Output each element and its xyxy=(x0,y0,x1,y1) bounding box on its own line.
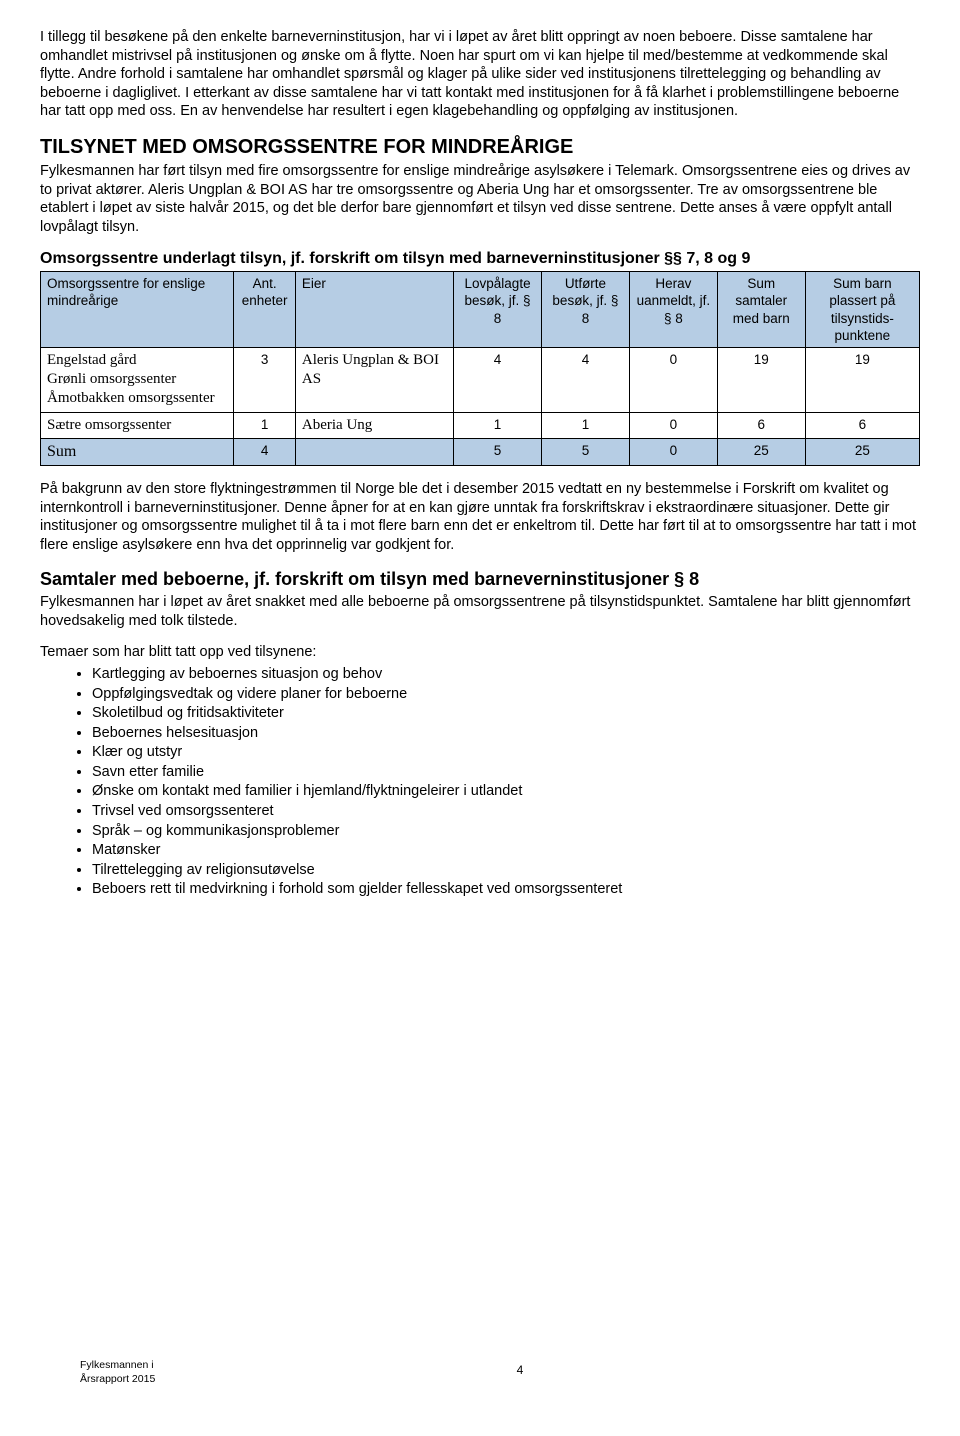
col-header: Eier xyxy=(295,271,453,347)
col-header: Ant. enheter xyxy=(234,271,296,347)
table-cell: 6 xyxy=(805,412,919,438)
sum-label: Sum xyxy=(41,438,234,465)
table-cell: 1 xyxy=(234,412,296,438)
table-cell: 0 xyxy=(629,412,717,438)
section-title-samtaler: Samtaler med beboerne, jf. forskrift om … xyxy=(40,568,920,591)
row-label: Sætre omsorgssenter xyxy=(41,412,234,438)
col-header: Herav uanmeldt, jf. § 8 xyxy=(629,271,717,347)
list-item: Beboernes helsesituasjon xyxy=(92,724,920,743)
sum-cell: 5 xyxy=(454,438,542,465)
bullets-intro: Temaer som har blitt tatt opp ved tilsyn… xyxy=(40,643,920,662)
table-cell: 0 xyxy=(629,348,717,413)
table-cell: Aberia Ung xyxy=(295,412,453,438)
table-cell: 6 xyxy=(717,412,805,438)
section-body-samtaler: Fylkesmannen har i løpet av året snakket… xyxy=(40,593,920,630)
list-item: Oppfølgingsvedtak og videre planer for b… xyxy=(92,685,920,704)
table-row: Sætre omsorgssenter1Aberia Ung11066 xyxy=(41,412,920,438)
page-footer: Fylkesmannen i Årsrapport 2015 4 xyxy=(80,1359,960,1386)
table-cell: 4 xyxy=(454,348,542,413)
list-item: Savn etter familie xyxy=(92,763,920,782)
table-header-row: Omsorgssentre for enslige mindreårige An… xyxy=(41,271,920,347)
col-header: Lovpålagte besøk, jf. § 8 xyxy=(454,271,542,347)
section-body-tilsynet: Fylkesmannen har ført tilsyn med fire om… xyxy=(40,162,920,236)
intro-paragraph: I tillegg til besøkene på den enkelte ba… xyxy=(40,28,920,121)
topics-list: Kartlegging av beboernes situasjon og be… xyxy=(40,665,920,899)
table-sum-row: Sum45502525 xyxy=(41,438,920,465)
list-item: Kartlegging av beboernes situasjon og be… xyxy=(92,665,920,684)
table-cell: 3 xyxy=(234,348,296,413)
page-number: 4 xyxy=(517,1363,524,1378)
sum-cell: 25 xyxy=(805,438,919,465)
list-item: Tilrettelegging av religionsutøvelse xyxy=(92,861,920,880)
sum-cell: 4 xyxy=(234,438,296,465)
sum-cell xyxy=(295,438,453,465)
table-cell: 19 xyxy=(805,348,919,413)
sum-cell: 0 xyxy=(629,438,717,465)
list-item: Beboers rett til medvirkning i forhold s… xyxy=(92,880,920,899)
sum-cell: 25 xyxy=(717,438,805,465)
omsorgssentre-table: Omsorgssentre for enslige mindreårige An… xyxy=(40,271,920,466)
list-item: Klær og utstyr xyxy=(92,743,920,762)
table-row: Engelstad gårdGrønli omsorgssenterÅmotba… xyxy=(41,348,920,413)
row-label: Engelstad gårdGrønli omsorgssenterÅmotba… xyxy=(41,348,234,413)
list-item: Trivsel ved omsorgssenteret xyxy=(92,802,920,821)
section-title-tilsynet: TILSYNET MED OMSORGSSENTRE FOR MINDREÅRI… xyxy=(40,135,920,161)
col-header: Sum barn plassert på tilsynstids-punkten… xyxy=(805,271,919,347)
col-header: Sum samtaler med barn xyxy=(717,271,805,347)
col-header: Utførte besøk, jf. § 8 xyxy=(542,271,630,347)
list-item: Språk – og kommunikasjonsproblemer xyxy=(92,822,920,841)
table-cell: 19 xyxy=(717,348,805,413)
table-caption: Omsorgssentre underlagt tilsyn, jf. fors… xyxy=(40,249,920,269)
col-header: Omsorgssentre for enslige mindreårige xyxy=(41,271,234,347)
list-item: Skoletilbud og fritidsaktiviteter xyxy=(92,704,920,723)
after-table-paragraph: På bakgrunn av den store flyktningestrøm… xyxy=(40,480,920,554)
table-cell: 4 xyxy=(542,348,630,413)
sum-cell: 5 xyxy=(542,438,630,465)
table-cell: 1 xyxy=(454,412,542,438)
table-cell: Aleris Ungplan & BOI AS xyxy=(295,348,453,413)
list-item: Matønsker xyxy=(92,841,920,860)
list-item: Ønske om kontakt med familier i hjemland… xyxy=(92,782,920,801)
table-cell: 1 xyxy=(542,412,630,438)
